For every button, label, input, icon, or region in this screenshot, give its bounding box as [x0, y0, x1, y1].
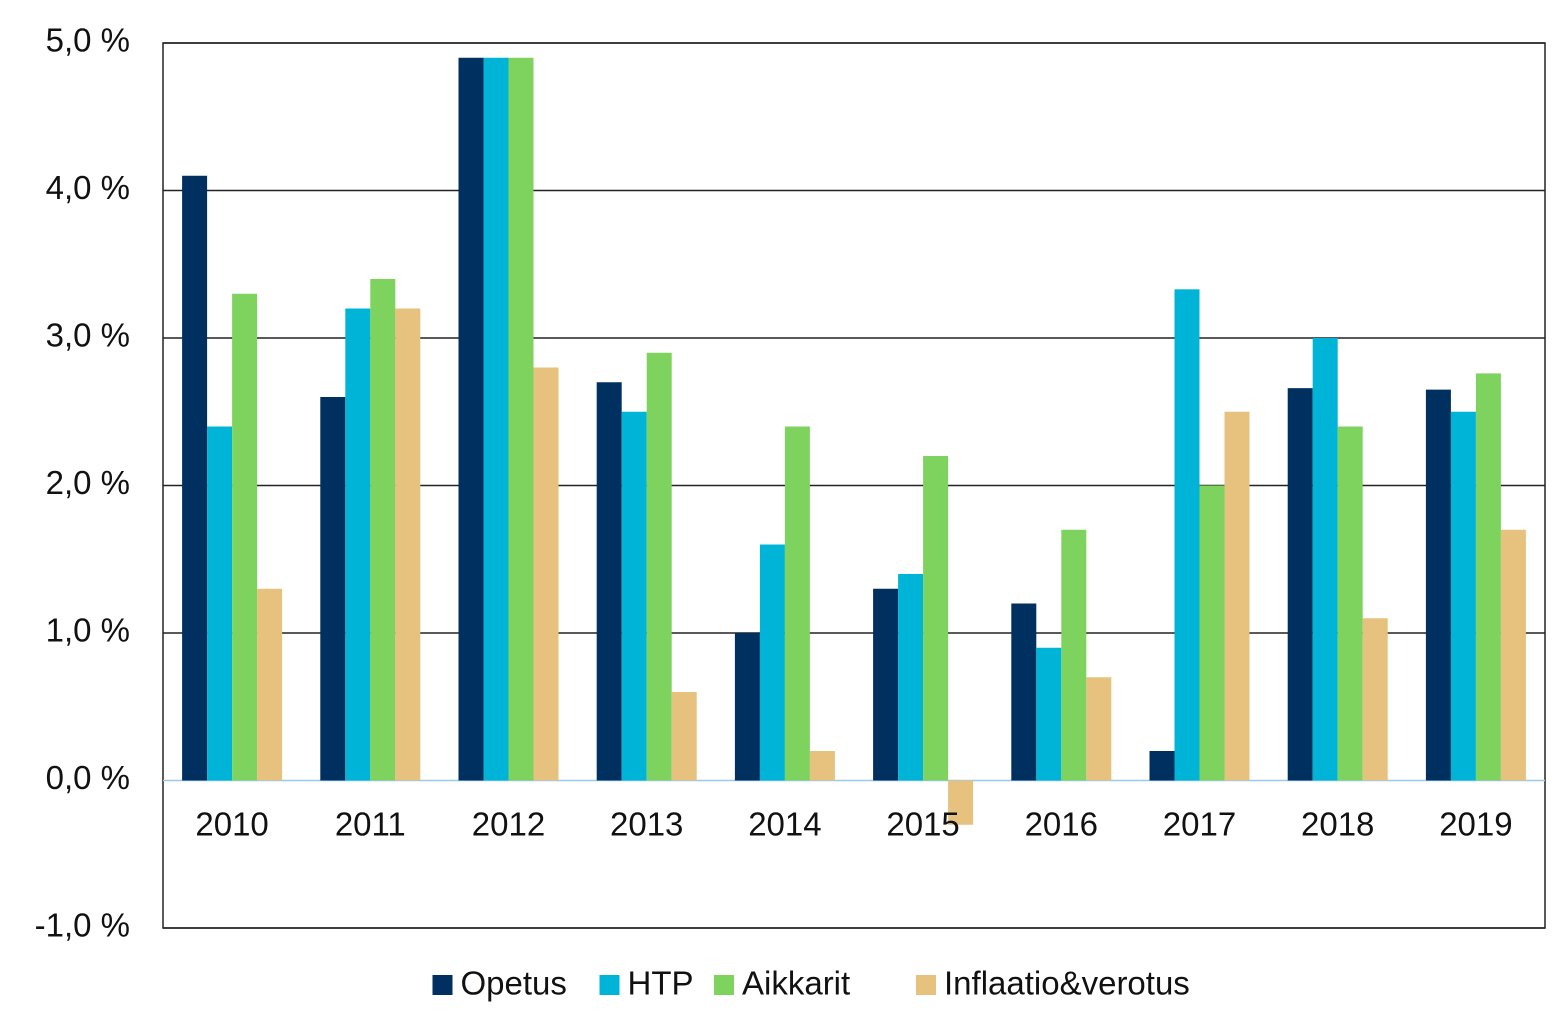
y-tick-label: 3,0 % [46, 317, 130, 354]
x-tick-label: 2018 [1301, 806, 1374, 843]
y-tick-label: -1,0 % [35, 907, 130, 944]
y-tick-label: 5,0 % [46, 22, 130, 59]
x-tick-label: 2016 [1025, 806, 1098, 843]
bar [345, 308, 371, 781]
bar [759, 544, 785, 781]
bar [923, 456, 949, 781]
bar [873, 588, 899, 781]
x-tick-label: 2013 [610, 806, 683, 843]
bar [734, 633, 760, 781]
bar [1450, 411, 1476, 781]
bar [1199, 485, 1225, 781]
x-tick-label: 2019 [1439, 806, 1512, 843]
bar [596, 382, 622, 781]
legend-label: Aikkarit [742, 965, 850, 1002]
bar [232, 293, 258, 781]
bar [784, 426, 810, 781]
x-tick-label: 2012 [472, 806, 545, 843]
bar [1036, 647, 1062, 781]
legend-label: HTP [628, 965, 694, 1002]
bar [898, 574, 924, 781]
bar [671, 692, 697, 781]
bar [1475, 373, 1501, 781]
bar [395, 308, 421, 781]
bar [948, 780, 974, 825]
bar [621, 411, 647, 781]
bar [1174, 289, 1200, 781]
bar [533, 367, 559, 781]
bar [257, 588, 283, 781]
bar [320, 397, 346, 781]
bar [458, 57, 484, 781]
bar [646, 352, 672, 781]
bar [1086, 677, 1112, 781]
bar [207, 426, 233, 781]
bar [508, 57, 534, 781]
bar [1500, 529, 1526, 781]
x-tick-label: 2017 [1163, 806, 1236, 843]
x-tick-label: 2014 [748, 806, 821, 843]
bar [1287, 388, 1313, 781]
x-tick-label: 2010 [195, 806, 268, 843]
bar [1149, 751, 1175, 781]
bar [182, 175, 208, 781]
bar [1061, 529, 1087, 781]
y-tick-label: 2,0 % [46, 464, 130, 501]
bar [483, 57, 509, 781]
x-tick-label: 2015 [886, 806, 959, 843]
bar [1425, 389, 1451, 781]
y-tick-label: 1,0 % [46, 612, 130, 649]
legend-swatch [916, 975, 936, 995]
bar [1362, 618, 1388, 781]
bar [1011, 603, 1037, 781]
bar [1312, 338, 1338, 781]
x-tick-label: 2011 [335, 806, 406, 843]
bar [1224, 411, 1250, 781]
legend-label: Opetus [461, 965, 567, 1002]
legend-swatch [432, 975, 453, 995]
y-tick-label: 4,0 % [46, 169, 130, 206]
legend-label: Inflaatio&verotus [944, 965, 1190, 1002]
legend-swatch [599, 975, 620, 995]
bar [370, 279, 396, 781]
legend-swatch [714, 975, 734, 995]
y-tick-label: 0,0 % [46, 759, 130, 796]
bar [809, 751, 835, 781]
bar [1337, 426, 1363, 781]
